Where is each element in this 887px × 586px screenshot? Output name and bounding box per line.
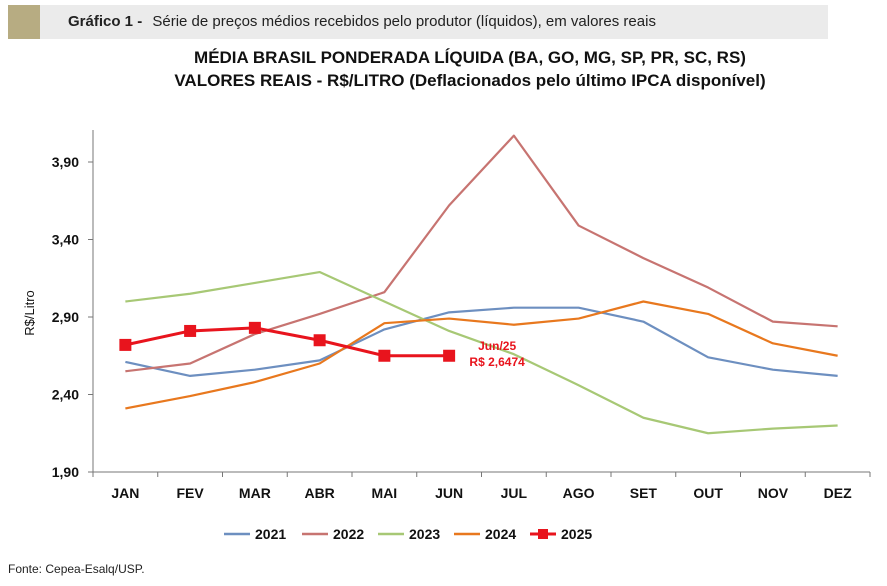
data-point-2025 — [119, 338, 132, 351]
x-tick-label: MAR — [239, 485, 271, 501]
series-line-2024 — [125, 300, 838, 410]
y-tick-label: 2,90 — [52, 309, 79, 325]
legend-label-2025: 2025 — [561, 526, 592, 542]
source-note: Fonte: Cepea-Esalq/USP. — [8, 562, 145, 576]
figure-caption: Série de preços médios recebidos pelo pr… — [152, 13, 656, 30]
y-axis-label: R$/Litro — [22, 290, 37, 336]
x-tick-label: FEV — [177, 485, 205, 501]
data-point-2025 — [378, 349, 391, 362]
data-point-2025 — [184, 324, 197, 337]
legend-label-2021: 2021 — [255, 526, 286, 542]
x-tick-label: ABR — [304, 485, 334, 501]
chart-title-block: MÉDIA BRASIL PONDERADA LÍQUIDA (BA, GO, … — [110, 46, 830, 92]
y-tick-label: 3,90 — [52, 154, 79, 170]
figure-header: Gráfico 1 - Série de preços médios receb… — [8, 5, 828, 39]
x-tick-label: JUL — [501, 485, 528, 501]
series-line-2021 — [125, 306, 838, 377]
annotation-value: R$ 2,6474 — [469, 355, 525, 369]
legend-marker-2025 — [538, 529, 548, 539]
legend-label-2023: 2023 — [409, 526, 440, 542]
x-tick-label: MAI — [372, 485, 398, 501]
x-tick-label: SET — [630, 485, 658, 501]
annotation-date: Jun/25 — [478, 339, 516, 353]
legend-label-2022: 2022 — [333, 526, 364, 542]
chart-title: MÉDIA BRASIL PONDERADA LÍQUIDA (BA, GO, … — [194, 48, 746, 67]
data-point-2025 — [443, 349, 456, 362]
legend-label-2024: 2024 — [485, 526, 516, 542]
data-point-2025 — [313, 334, 326, 347]
x-tick-label: DEZ — [824, 485, 852, 501]
y-tick-label: 3,40 — [52, 232, 79, 248]
header-caption: Gráfico 1 - Série de preços médios receb… — [68, 13, 656, 30]
chart-subtitle: VALORES REAIS - R$/LITRO (Deflacionados … — [174, 71, 766, 90]
series-line-2022 — [125, 134, 838, 373]
x-tick-label: JAN — [111, 485, 139, 501]
y-tick-label: 1,90 — [52, 464, 79, 480]
data-point-2025 — [248, 321, 261, 334]
series-line-2023 — [125, 270, 838, 435]
x-tick-label: AGO — [563, 485, 595, 501]
y-tick-label: 2,40 — [52, 387, 79, 403]
figure-label: Gráfico 1 - — [68, 13, 143, 30]
x-tick-label: NOV — [758, 485, 789, 501]
header-swatch — [8, 5, 40, 39]
x-tick-label: OUT — [693, 485, 723, 501]
series-line-2025 — [125, 326, 450, 358]
x-tick-label: JUN — [435, 485, 463, 501]
